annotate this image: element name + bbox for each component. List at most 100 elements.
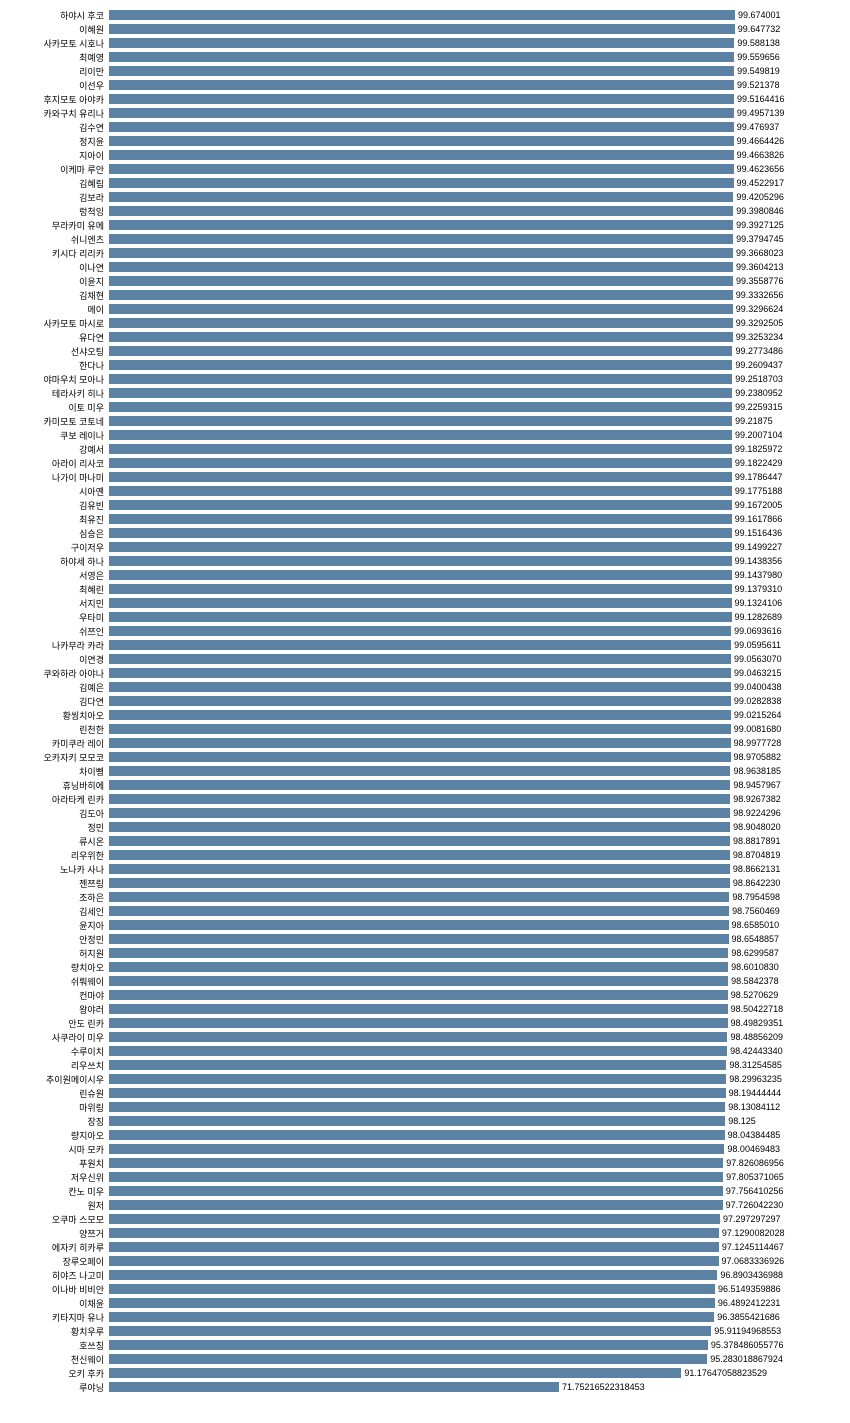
bar-chart: 하야시 후코99.674001이혜원99.647732사카모토 시호나99.58… bbox=[0, 8, 850, 1394]
bar-fill bbox=[108, 527, 733, 539]
bar-label: 양쯔거 bbox=[0, 1227, 108, 1240]
bar-value: 98.19444444 bbox=[729, 1088, 782, 1098]
bar-label: 쉬뤄웨이 bbox=[0, 975, 108, 988]
bar-row: 나가이 마나미99.1786447 bbox=[0, 470, 850, 484]
bar-label: 차이삥 bbox=[0, 765, 108, 778]
bar-value: 97.805371065 bbox=[726, 1172, 784, 1182]
bar-value: 95.283018867924 bbox=[710, 1354, 783, 1364]
bar-track: 98.49829351 bbox=[108, 1017, 848, 1029]
bar-value: 98.29963235 bbox=[729, 1074, 782, 1084]
bar-fill bbox=[108, 1171, 724, 1183]
bar-value: 99.0400438 bbox=[734, 682, 782, 692]
bar-row: 렁척잉 99.3980846 bbox=[0, 204, 850, 218]
bar-label: 이토 미우 bbox=[0, 401, 108, 414]
bar-track: 99.1437980 bbox=[108, 569, 848, 581]
bar-row: 오쿠마 스모모97.297297297 bbox=[0, 1212, 850, 1226]
bar-fill bbox=[108, 177, 735, 189]
bar-value: 99.4522917 bbox=[737, 178, 785, 188]
bar-track: 99.647732 bbox=[108, 23, 848, 35]
bar-value: 97.1290082028 bbox=[722, 1228, 785, 1238]
bar-row: 김혜림99.4522917 bbox=[0, 176, 850, 190]
bar-label: 노나카 사나 bbox=[0, 863, 108, 876]
bar-track: 98.7954598 bbox=[108, 891, 848, 903]
bar-fill bbox=[108, 1087, 727, 1099]
bar-track: 98.8817891 bbox=[108, 835, 848, 847]
bar-label: 류시온 bbox=[0, 835, 108, 848]
bar-fill bbox=[108, 877, 731, 889]
bar-label: 허지원 bbox=[0, 947, 108, 960]
bar-track: 99.2380952 bbox=[108, 387, 848, 399]
bar-fill bbox=[108, 415, 733, 427]
bar-label: 컨마야 bbox=[0, 989, 108, 1002]
bar-value: 98.42443340 bbox=[730, 1046, 783, 1056]
bar-track: 99.674001 bbox=[108, 9, 848, 21]
bar-row: 이채윤96.4892412231 bbox=[0, 1296, 850, 1310]
bar-label: 이나바 비비안 bbox=[0, 1283, 108, 1296]
bar-fill bbox=[108, 513, 733, 525]
bar-value: 98.00469483 bbox=[727, 1144, 780, 1154]
bar-label: 김다연 bbox=[0, 695, 108, 708]
bar-label: 키타지마 유나 bbox=[0, 1311, 108, 1324]
bar-value: 98.48856209 bbox=[730, 1032, 783, 1042]
bar-row: 정지윤99.4664426 bbox=[0, 134, 850, 148]
bar-row: 구이저우99.1499227 bbox=[0, 540, 850, 554]
bar-track: 98.50422718 bbox=[108, 1003, 848, 1015]
bar-row: 서지민99.1324106 bbox=[0, 596, 850, 610]
bar-value: 98.50422718 bbox=[731, 1004, 784, 1014]
bar-value: 97.726042230 bbox=[726, 1200, 784, 1210]
bar-fill bbox=[108, 947, 729, 959]
bar-row: 선샤오팅99.2773486 bbox=[0, 344, 850, 358]
bar-label: 김예은 bbox=[0, 681, 108, 694]
bar-row: 양쯔거 97.1290082028 bbox=[0, 1226, 850, 1240]
bar-label: 나가이 마나미 bbox=[0, 471, 108, 484]
bar-label: 최예영 bbox=[0, 51, 108, 64]
bar-fill bbox=[108, 905, 730, 917]
bar-label: 오쿠마 스모모 bbox=[0, 1213, 108, 1226]
bar-fill bbox=[108, 261, 734, 273]
bar-label: 추이원메이시우 bbox=[0, 1073, 108, 1086]
bar-label: 무라카미 유메 bbox=[0, 219, 108, 232]
bar-label: 쉬쯔인 bbox=[0, 625, 108, 638]
bar-label: 마위링 bbox=[0, 1101, 108, 1114]
bar-fill bbox=[108, 1031, 728, 1043]
bar-value: 99.2007104 bbox=[735, 430, 783, 440]
bar-label: 시아옌 bbox=[0, 485, 108, 498]
bar-row: 장징98.125 bbox=[0, 1114, 850, 1128]
bar-fill bbox=[108, 709, 732, 721]
bar-track: 95.91194968553 bbox=[108, 1325, 848, 1337]
bar-value: 97.756410256 bbox=[726, 1186, 784, 1196]
bar-label: 하야세 하나 bbox=[0, 555, 108, 568]
bar-row: 이나연99.3604213 bbox=[0, 260, 850, 274]
bar-track: 98.29963235 bbox=[108, 1073, 848, 1085]
bar-row: 김세인98.7560469 bbox=[0, 904, 850, 918]
bar-track: 98.8704819 bbox=[108, 849, 848, 861]
bar-label: 리이만 bbox=[0, 65, 108, 78]
bar-value: 98.7560469 bbox=[732, 906, 780, 916]
bar-value: 99.0463215 bbox=[734, 668, 782, 678]
bar-label: 나카무라 카라 bbox=[0, 639, 108, 652]
bar-value: 98.9048020 bbox=[733, 822, 781, 832]
bar-value: 99.3253234 bbox=[736, 332, 784, 342]
bar-track: 95.378486055776 bbox=[108, 1339, 848, 1351]
bar-fill bbox=[108, 863, 731, 875]
bar-fill bbox=[108, 653, 732, 665]
bar-label: 량지아오 bbox=[0, 1129, 108, 1142]
bar-fill bbox=[108, 1367, 682, 1379]
bar-fill bbox=[108, 205, 734, 217]
bar-label: 렁척잉 bbox=[0, 205, 108, 218]
bar-value: 99.3296624 bbox=[736, 304, 784, 314]
bar-value: 99.674001 bbox=[738, 10, 781, 20]
bar-value: 98.9977728 bbox=[734, 738, 782, 748]
bar-value: 99.1437980 bbox=[735, 570, 783, 580]
bar-row: 테라사키 히나99.2380952 bbox=[0, 386, 850, 400]
bar-value: 99.3980846 bbox=[736, 206, 784, 216]
bar-fill bbox=[108, 317, 734, 329]
bar-track: 99.3927125 bbox=[108, 219, 848, 231]
bar-track: 98.9267382 bbox=[108, 793, 848, 805]
bar-label: 이연경 bbox=[0, 653, 108, 666]
bar-fill bbox=[108, 373, 733, 385]
bar-track: 99.1825972 bbox=[108, 443, 848, 455]
bar-track: 98.125 bbox=[108, 1115, 848, 1127]
bar-fill bbox=[108, 1003, 729, 1015]
bar-label: 히야즈 나고미 bbox=[0, 1269, 108, 1282]
